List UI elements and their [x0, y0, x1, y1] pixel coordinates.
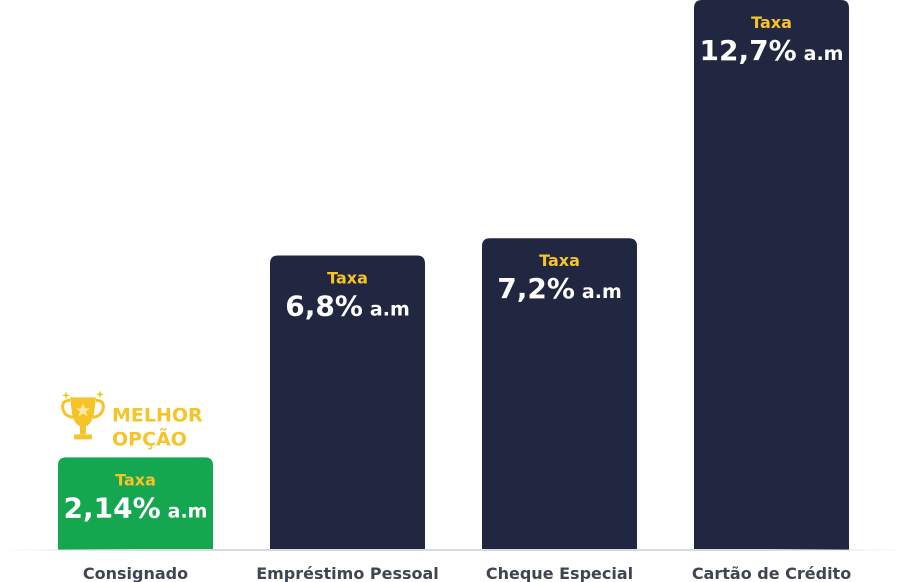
rate-caption-cheque-especial: Taxa — [539, 251, 580, 270]
rate-unit: a.m — [370, 299, 410, 321]
category-label-cartao-de-credito: Cartão de Crédito — [692, 564, 851, 582]
rate-value-consignado: 2,14% a.m — [64, 491, 208, 524]
trophy-icon — [61, 390, 105, 440]
bar-consignado — [58, 457, 213, 550]
rate-number: 6,8% — [285, 290, 363, 323]
rate-value-cartao-de-credito: 12,7% a.m — [700, 34, 844, 67]
rate-caption-emprestimo-pessoal: Taxa — [327, 269, 368, 288]
rate-value-cheque-especial: 7,2% a.m — [497, 272, 622, 305]
rate-number: 7,2% — [497, 272, 575, 305]
chart-baseline — [0, 549, 907, 551]
rate-unit: a.m — [804, 43, 844, 65]
rate-unit: a.m — [582, 281, 622, 303]
rate-number: 12,7% — [700, 34, 797, 67]
bars-layer — [58, 0, 849, 551]
badge-line-1: MELHOR — [112, 404, 203, 426]
rate-value-emprestimo-pessoal: 6,8% a.m — [285, 290, 410, 323]
rate-caption-cartao-de-credito: Taxa — [751, 13, 792, 32]
bar-emprestimo-pessoal — [270, 255, 425, 550]
rate-number: 2,14% — [64, 491, 161, 524]
rate-unit: a.m — [168, 500, 208, 522]
badge-line-2: OPÇÃO — [112, 426, 187, 450]
labels-layer: Taxa 2,14% a.m Consignado Taxa 6,8% a.m Emprést… — [64, 13, 852, 582]
category-label-consignado: Consignado — [83, 564, 188, 582]
bar-cheque-especial — [482, 238, 637, 551]
bar-cartao-de-credito — [694, 0, 849, 550]
category-label-cheque-especial: Cheque Especial — [486, 564, 633, 582]
category-label-emprestimo-pessoal: Empréstimo Pessoal — [256, 564, 439, 582]
rate-caption-consignado: Taxa — [115, 470, 156, 489]
